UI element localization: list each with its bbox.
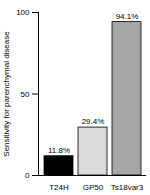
svg-text:GP50: GP50 [83, 183, 104, 192]
svg-text:Ts18var3: Ts18var3 [111, 183, 144, 192]
svg-text:29.4%: 29.4% [82, 117, 105, 126]
svg-text:94.1%: 94.1% [116, 12, 139, 21]
svg-text:0: 0 [25, 171, 30, 180]
svg-text:11.8%: 11.8% [48, 146, 70, 155]
svg-text:Sensitivity for parenchymal di: Sensitivity for parenchymal disease [2, 31, 11, 157]
svg-text:100: 100 [16, 8, 30, 17]
svg-text:T24H: T24H [49, 183, 69, 192]
svg-text:50: 50 [21, 90, 30, 99]
